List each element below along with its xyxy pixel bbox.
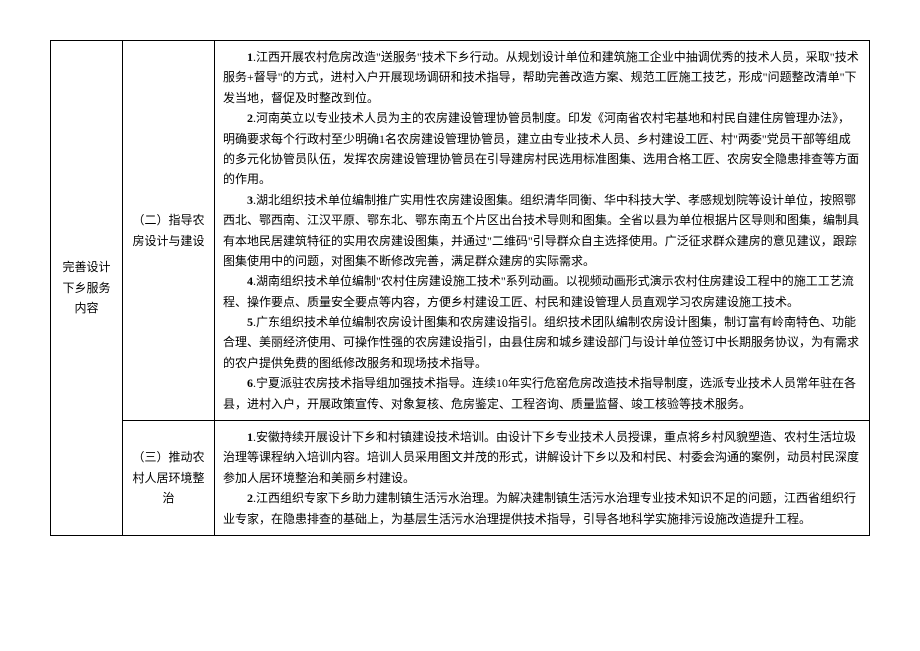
item-text: .江西开展农村危房改造"送服务"技术下乡行动。从规划设计单位和建筑施工企业中抽调… xyxy=(223,50,859,105)
document-page: 完善设计下乡服务内容 （二）指导农房设计与建设 1.江西开展农村危房改造"送服务… xyxy=(0,0,920,576)
subcategory-label-2: （三）推动农村人居环境整治 xyxy=(132,450,204,505)
item-text: .宁夏派驻农房技术指导组加强技术指导。连续10年实行危窑危房改造技术指导制度，选… xyxy=(223,376,856,410)
table-row: 完善设计下乡服务内容 （二）指导农房设计与建设 1.江西开展农村危房改造"送服务… xyxy=(51,41,870,421)
cell-category: 完善设计下乡服务内容 xyxy=(51,41,123,536)
item-para: 4.湖南组织技术单位编制"农村住房建设施工技术"系列动画。以视频动画形式演示农村… xyxy=(223,271,861,312)
cell-content-1: 1.江西开展农村危房改造"送服务"技术下乡行动。从规划设计单位和建筑施工企业中抽… xyxy=(215,41,870,421)
cell-subcategory-2: （三）推动农村人居环境整治 xyxy=(123,421,215,536)
item-text: .湖南组织技术单位编制"农村住房建设施工技术"系列动画。以视频动画形式演示农村住… xyxy=(223,274,854,308)
item-para: 1.安徽持续开展设计下乡和村镇建设技术培训。由设计下乡专业技术人员授课，重点将乡… xyxy=(223,427,861,488)
cell-subcategory-1: （二）指导农房设计与建设 xyxy=(123,41,215,421)
subcategory-label-1: （二）指导农房设计与建设 xyxy=(132,213,204,247)
content-table: 完善设计下乡服务内容 （二）指导农房设计与建设 1.江西开展农村危房改造"送服务… xyxy=(50,40,870,536)
table-row: （三）推动农村人居环境整治 1.安徽持续开展设计下乡和村镇建设技术培训。由设计下… xyxy=(51,421,870,536)
item-para: 2.河南英立以专业技术人员为主的农房建设管理协管员制度。印发《河南省农村宅基地和… xyxy=(223,108,861,190)
item-para: 5.广东组织技术单位编制农房设计图集和农房建设指引。组织技术团队编制农房设计图集… xyxy=(223,312,861,373)
item-para: 2.江西组织专家下乡助力建制镇生活污水治理。为解决建制镇生活污水治理专业技术知识… xyxy=(223,488,861,529)
item-text: .湖北组织技术单位编制推广实用性农房建设图集。组织清华同衡、华中科技大学、孝感规… xyxy=(223,193,859,268)
item-text: .安徽持续开展设计下乡和村镇建设技术培训。由设计下乡专业技术人员授课，重点将乡村… xyxy=(223,430,859,485)
item-para: 1.江西开展农村危房改造"送服务"技术下乡行动。从规划设计单位和建筑施工企业中抽… xyxy=(223,47,861,108)
item-para: 6.宁夏派驻农房技术指导组加强技术指导。连续10年实行危窑危房改造技术指导制度，… xyxy=(223,373,861,414)
item-para: 3.湖北组织技术单位编制推广实用性农房建设图集。组织清华同衡、华中科技大学、孝感… xyxy=(223,190,861,272)
item-text: .江西组织专家下乡助力建制镇生活污水治理。为解决建制镇生活污水治理专业技术知识不… xyxy=(223,491,856,525)
cell-content-2: 1.安徽持续开展设计下乡和村镇建设技术培训。由设计下乡专业技术人员授课，重点将乡… xyxy=(215,421,870,536)
item-text: .河南英立以专业技术人员为主的农房建设管理协管员制度。印发《河南省农村宅基地和村… xyxy=(223,111,859,186)
category-label: 完善设计下乡服务内容 xyxy=(62,260,110,315)
item-text: .广东组织技术单位编制农房设计图集和农房建设指引。组织技术团队编制农房设计图集，… xyxy=(223,315,859,370)
